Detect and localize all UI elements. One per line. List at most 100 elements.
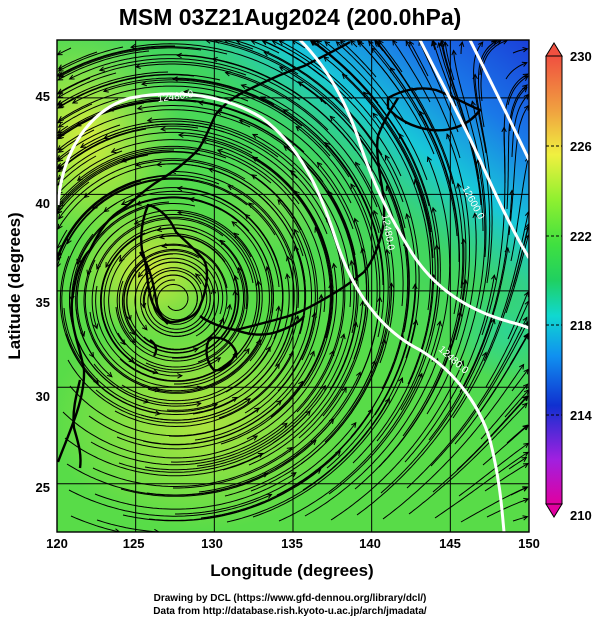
streamline [123,250,200,354]
streamline-arrowhead [68,74,75,80]
streamline [217,149,326,313]
streamline [222,322,357,471]
colorbar-tick-label: 210 [570,508,592,523]
streamline-arrowhead [257,452,264,458]
streamline [117,267,246,368]
streamline-arrowhead [231,221,238,227]
streamline-arrowhead [80,331,86,338]
streamline [480,383,528,440]
streamline-arrowhead [523,368,529,375]
streamline-arrowhead [156,226,163,233]
streamline [170,350,334,463]
streamline-arrowhead [389,66,396,73]
streamline [95,285,238,382]
streamline-arrowhead [353,217,359,224]
streamline-arrowhead [57,71,64,77]
streamline [350,40,358,48]
streamline-arrowhead [436,320,442,327]
streamline-arrowhead [102,87,109,93]
streamline-arrowhead [522,316,528,323]
coastlines [57,40,482,469]
streamline [105,224,248,310]
streamline [218,246,306,419]
streamline-arrowhead [384,154,390,161]
streamline [76,203,196,337]
streamline [87,209,252,275]
streamline [173,78,350,178]
streamline [380,319,495,494]
streamline-arrowhead [226,303,232,310]
streamline [147,118,326,209]
streamline-arrowhead [231,396,238,402]
streamline [505,62,527,80]
streamline [382,364,525,520]
streamline [90,422,288,466]
streamline-arrowhead [171,76,178,82]
streamline [270,227,331,418]
streamline-arrowhead [372,209,379,216]
streamline [336,41,407,125]
streamline [202,138,332,287]
streamline [131,43,327,105]
streamline [120,439,317,497]
streamline [278,373,423,522]
streamline-arrowhead [238,119,245,125]
streamline [239,119,358,282]
streamline [486,498,529,518]
streamline [114,351,294,428]
streamline-arrowhead [57,162,64,169]
height-contours [57,40,529,532]
streamline [198,372,361,493]
streamline-arrowhead [93,378,99,384]
streamline-arrowhead [431,40,437,47]
x-tick-label: 150 [518,536,540,551]
streamline [398,133,439,337]
streamline [352,274,435,464]
colorbar-scale [545,55,563,505]
streamline-arrowhead [216,148,223,155]
streamline-arrowhead [522,515,529,521]
streamline-arrowhead [58,213,64,220]
streamline-arrowhead [207,167,214,173]
streamline [384,155,420,359]
streamline-arrowhead [75,121,82,127]
streamline-arrowhead [156,161,162,168]
streamline [57,71,169,106]
streamline [206,40,355,126]
streamline-arrowhead [522,463,529,469]
streamline-arrowhead [335,41,342,47]
streamline [317,162,367,360]
streamline [378,40,403,73]
streamline-arrowhead [135,161,142,167]
y-tick-label: 25 [36,480,50,495]
streamline-arrowhead [98,66,105,72]
streamline [61,202,118,384]
streamline [140,315,299,421]
plot-frame [56,39,530,533]
streamline [57,124,121,160]
streamline [121,151,302,231]
streamline-arrowhead [57,88,64,94]
streamline [161,128,328,235]
streamline [66,178,248,244]
streamline-arrowhead [143,398,150,404]
streamline [508,457,527,470]
streamline-arrowhead [176,52,182,59]
y-tick-labels: 25 30 35 40 45 [36,89,50,495]
streamline [508,105,529,236]
streamline [512,516,528,522]
streamline-arrowhead [331,262,337,269]
streamline [200,408,373,519]
streamline-arrowhead [362,91,369,98]
streamline-arrowhead [439,40,445,47]
streamline-arrowhead [159,126,166,132]
y-tick-label: 30 [36,389,50,404]
streamline-arrowhead [522,75,529,81]
colorbar-max-arrow [545,42,563,57]
streamline [58,98,119,128]
streamline-arrowhead [152,369,159,375]
streamline [244,229,312,414]
streamline [378,280,467,468]
streamline [251,40,280,54]
streamline [76,196,250,264]
